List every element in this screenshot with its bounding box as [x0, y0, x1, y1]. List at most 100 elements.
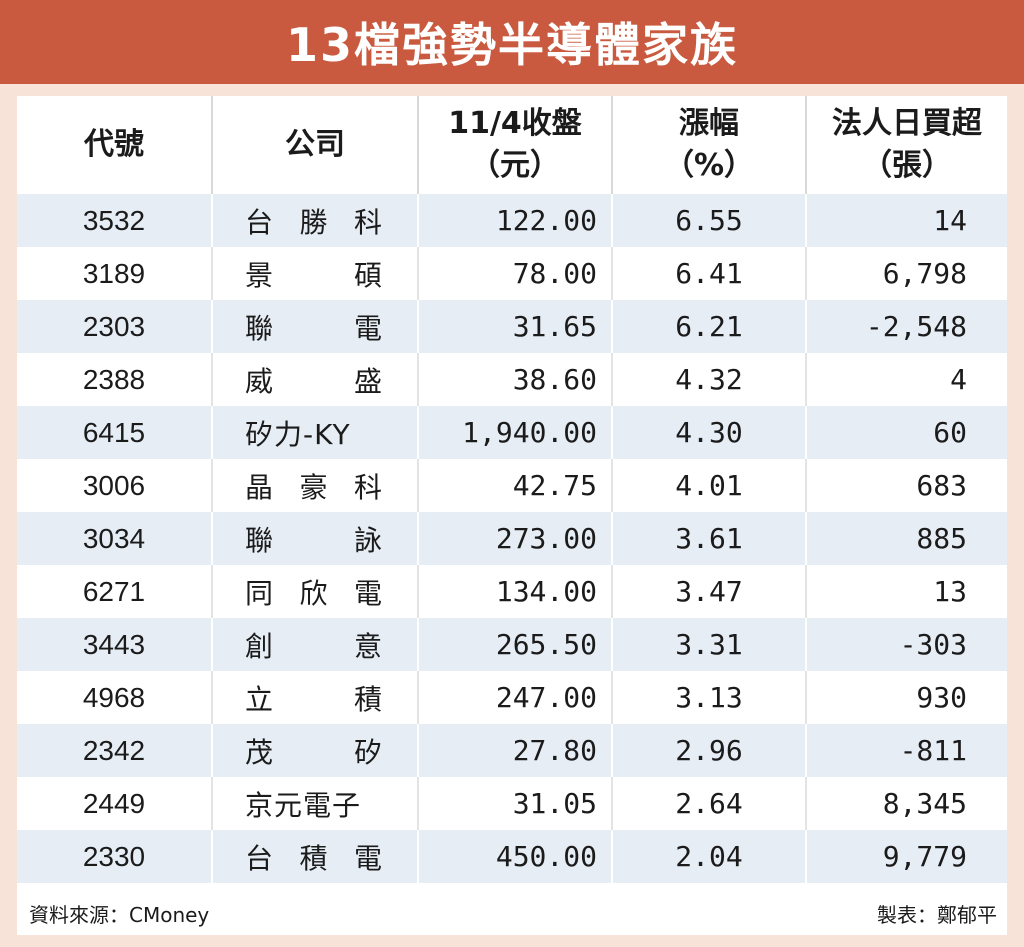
institutional-net-buy: 6,798 [805, 247, 1007, 300]
footer: 資料來源：CMoney 製表：鄭郁平 [17, 891, 1007, 935]
code: 3034 [17, 512, 212, 565]
code: 2342 [17, 724, 212, 777]
header-row: 代號 公司 11/4收盤 （元） 漲幅 （%） 法人日買超 （張） [17, 96, 1007, 194]
code: 3006 [17, 459, 212, 512]
company-name-text: 茂矽 [245, 735, 383, 769]
change-percent: 4.32 [611, 353, 806, 406]
institutional-net-buy: -303 [805, 618, 1007, 671]
company-name: 聯電 [211, 300, 418, 353]
company-name: 晶豪科 [211, 459, 418, 512]
table-row: 2342 茂矽 27.80 2.96 -811 [17, 724, 1007, 777]
company-name: 京元電子 [211, 777, 418, 830]
table-row: 6271 同欣電 134.00 3.47 13 [17, 565, 1007, 618]
company-name: 威盛 [211, 353, 418, 406]
institutional-net-buy: 13 [805, 565, 1007, 618]
table-row: 4968 立積 247.00 3.13 930 [17, 671, 1007, 724]
code: 3189 [17, 247, 212, 300]
company-name-text: 同欣電 [245, 576, 383, 610]
company-name: 景碩 [211, 247, 418, 300]
company-name-text: 聯詠 [245, 523, 383, 557]
company-name-text: 聯電 [245, 311, 383, 345]
institutional-net-buy: 683 [805, 459, 1007, 512]
institutional-net-buy: -811 [805, 724, 1007, 777]
header-code: 代號 [17, 96, 212, 194]
header-close: 11/4收盤 （元） [417, 96, 612, 194]
close-price: 247.00 [417, 671, 612, 724]
company-name-text: 京元電子 [245, 788, 362, 822]
company-name-text: 台積電 [245, 841, 383, 875]
code: 3532 [17, 194, 212, 247]
company-name-text: 創意 [245, 629, 383, 663]
institutional-net-buy: 930 [805, 671, 1007, 724]
institutional-net-buy: 4 [805, 353, 1007, 406]
code: 2388 [17, 353, 212, 406]
table-row: 2449 京元電子 31.05 2.64 8,345 [17, 777, 1007, 830]
table-row: 2388 威盛 38.60 4.32 4 [17, 353, 1007, 406]
table-row: 3189 景碩 78.00 6.41 6,798 [17, 247, 1007, 300]
company-name: 台勝科 [211, 194, 418, 247]
change-percent: 4.30 [611, 406, 806, 459]
institutional-net-buy: 60 [805, 406, 1007, 459]
close-price: 31.65 [417, 300, 612, 353]
close-price: 38.60 [417, 353, 612, 406]
header-change: 漲幅 （%） [611, 96, 806, 194]
header-company: 公司 [211, 96, 418, 194]
title-bar: 13檔強勢半導體家族 [0, 0, 1024, 84]
company-name-text: 威盛 [245, 364, 383, 398]
change-percent: 2.64 [611, 777, 806, 830]
institutional-net-buy: -2,548 [805, 300, 1007, 353]
stock-table: 代號 公司 11/4收盤 （元） 漲幅 （%） 法人日買超 （張） 3532 台勝… [17, 96, 1007, 883]
code: 6415 [17, 406, 212, 459]
change-percent: 3.47 [611, 565, 806, 618]
table-row: 2330 台積電 450.00 2.04 9,779 [17, 830, 1007, 883]
company-name: 聯詠 [211, 512, 418, 565]
code: 2449 [17, 777, 212, 830]
code: 2330 [17, 830, 212, 883]
close-price: 122.00 [417, 194, 612, 247]
change-percent: 2.96 [611, 724, 806, 777]
close-price: 265.50 [417, 618, 612, 671]
company-name-text: 台勝科 [245, 205, 383, 239]
company-name-text: 晶豪科 [245, 470, 383, 504]
close-price: 1,940.00 [417, 406, 612, 459]
table-row: 2303 聯電 31.65 6.21 -2,548 [17, 300, 1007, 353]
institutional-net-buy: 885 [805, 512, 1007, 565]
source-note: 資料來源：CMoney [29, 902, 210, 927]
company-name-text: 景碩 [245, 258, 383, 292]
close-price: 27.80 [417, 724, 612, 777]
byline: 製表：鄭郁平 [877, 902, 997, 927]
table-row: 6415 矽力-KY 1,940.00 4.30 60 [17, 406, 1007, 459]
close-price: 42.75 [417, 459, 612, 512]
change-percent: 3.61 [611, 512, 806, 565]
change-percent: 2.04 [611, 830, 806, 883]
company-name: 同欣電 [211, 565, 418, 618]
code: 2303 [17, 300, 212, 353]
table-row: 3006 晶豪科 42.75 4.01 683 [17, 459, 1007, 512]
change-percent: 6.41 [611, 247, 806, 300]
company-name-text: 矽力-KY [245, 417, 351, 451]
institutional-net-buy: 14 [805, 194, 1007, 247]
company-name: 創意 [211, 618, 418, 671]
code: 4968 [17, 671, 212, 724]
code: 3443 [17, 618, 212, 671]
header-inst: 法人日買超 （張） [805, 96, 1007, 194]
close-price: 78.00 [417, 247, 612, 300]
table-row: 3034 聯詠 273.00 3.61 885 [17, 512, 1007, 565]
change-percent: 6.21 [611, 300, 806, 353]
company-name: 茂矽 [211, 724, 418, 777]
institutional-net-buy: 9,779 [805, 830, 1007, 883]
close-price: 273.00 [417, 512, 612, 565]
table-row: 3532 台勝科 122.00 6.55 14 [17, 194, 1007, 247]
change-percent: 3.31 [611, 618, 806, 671]
institutional-net-buy: 8,345 [805, 777, 1007, 830]
close-price: 31.05 [417, 777, 612, 830]
close-price: 134.00 [417, 565, 612, 618]
table-row: 3443 創意 265.50 3.31 -303 [17, 618, 1007, 671]
company-name-text: 立積 [245, 682, 383, 716]
change-percent: 4.01 [611, 459, 806, 512]
company-name: 矽力-KY [211, 406, 418, 459]
change-percent: 3.13 [611, 671, 806, 724]
company-name: 立積 [211, 671, 418, 724]
close-price: 450.00 [417, 830, 612, 883]
change-percent: 6.55 [611, 194, 806, 247]
